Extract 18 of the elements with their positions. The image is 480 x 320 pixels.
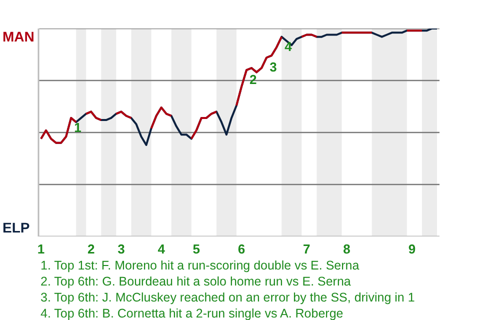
annotation: 1 <box>74 120 82 135</box>
x-tick-label: 4 <box>158 242 166 256</box>
text: ELP <box>2 220 30 236</box>
x-tick-label: 8 <box>343 242 350 256</box>
text: 3. Top 6th: J. McCluskey reached on an error by the SS, driving in 1 <box>40 290 415 304</box>
annotation: 3 <box>270 60 277 75</box>
x-tick-label: 7 <box>303 242 310 256</box>
x-tick-label: 5 <box>192 242 200 256</box>
text: MAN <box>2 28 34 44</box>
x-tick-label: 6 <box>238 242 246 256</box>
x-tick-label: 1 <box>37 242 45 256</box>
text: 4. Top 6th: B. Cornetta hit a 2-run single vs A. Roberge <box>40 306 344 320</box>
x-tick-label: 3 <box>118 242 125 256</box>
annotation: 4 <box>284 38 293 54</box>
text: 2. Top 6th: G. Bourdeau hit a solo home run vs E. Serna <box>40 274 351 288</box>
x-tick-label: 9 <box>408 242 416 256</box>
text: 1. Top 1st: F. Moreno hit a run-scoring double vs E. Serna <box>40 258 360 272</box>
x-tick-label: 2 <box>88 242 95 256</box>
